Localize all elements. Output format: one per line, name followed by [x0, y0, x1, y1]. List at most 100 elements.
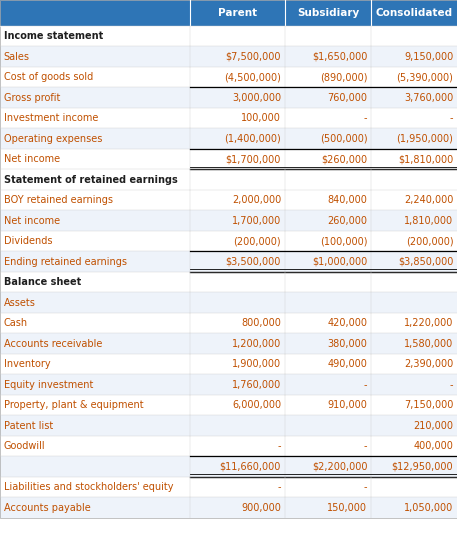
Text: Property, plant & equipment: Property, plant & equipment: [4, 400, 143, 410]
Text: -: -: [364, 113, 367, 123]
Text: 2,240,000: 2,240,000: [404, 195, 453, 205]
Bar: [0, 47, 457, 67]
Text: $7,500,000: $7,500,000: [226, 52, 281, 62]
Text: 7,150,000: 7,150,000: [404, 400, 453, 410]
Text: Investment income: Investment income: [4, 113, 98, 123]
Text: 420,000: 420,000: [327, 318, 367, 328]
Text: Net income: Net income: [4, 154, 60, 164]
Bar: [0, 190, 457, 211]
Bar: [285, 0, 371, 26]
Text: Statement of retained earnings: Statement of retained earnings: [4, 175, 177, 185]
Text: 1,050,000: 1,050,000: [404, 503, 453, 513]
Text: Accounts payable: Accounts payable: [4, 503, 90, 513]
Bar: [0, 0, 190, 26]
Text: Ending retained earnings: Ending retained earnings: [4, 257, 127, 267]
Text: 910,000: 910,000: [328, 400, 367, 410]
Bar: [0, 211, 457, 231]
Text: 1,900,000: 1,900,000: [232, 359, 281, 369]
Text: Cost of goods sold: Cost of goods sold: [4, 72, 93, 82]
Text: Patent list: Patent list: [4, 421, 53, 431]
Bar: [0, 436, 457, 456]
Text: 9,150,000: 9,150,000: [404, 52, 453, 62]
Bar: [0, 26, 457, 47]
Text: 3,760,000: 3,760,000: [404, 93, 453, 103]
Bar: [0, 395, 457, 415]
Text: (100,000): (100,000): [320, 236, 367, 246]
Text: 490,000: 490,000: [328, 359, 367, 369]
Bar: [0, 67, 457, 87]
Text: (200,000): (200,000): [406, 236, 453, 246]
Text: $11,660,000: $11,660,000: [220, 462, 281, 472]
Text: Equity investment: Equity investment: [4, 379, 93, 390]
Text: Balance sheet: Balance sheet: [4, 277, 81, 287]
Text: Accounts receivable: Accounts receivable: [4, 339, 102, 349]
Text: Income statement: Income statement: [4, 31, 103, 41]
Text: -: -: [364, 379, 367, 390]
Text: $3,850,000: $3,850,000: [398, 257, 453, 267]
Bar: [0, 108, 457, 129]
Text: $1,700,000: $1,700,000: [226, 154, 281, 164]
Text: 1,580,000: 1,580,000: [404, 339, 453, 349]
Text: (500,000): (500,000): [320, 134, 367, 144]
Text: 260,000: 260,000: [327, 216, 367, 225]
Text: Subsidiary: Subsidiary: [297, 8, 359, 18]
Text: 210,000: 210,000: [413, 421, 453, 431]
Text: -: -: [450, 379, 453, 390]
Text: (4,500,000): (4,500,000): [224, 72, 281, 82]
Text: Liabilities and stockholders' equity: Liabilities and stockholders' equity: [4, 482, 173, 492]
Text: 840,000: 840,000: [328, 195, 367, 205]
Text: $1,810,000: $1,810,000: [398, 154, 453, 164]
Text: (890,000): (890,000): [320, 72, 367, 82]
Text: $3,500,000: $3,500,000: [226, 257, 281, 267]
Text: -: -: [277, 441, 281, 451]
Bar: [0, 87, 457, 108]
Text: (5,390,000): (5,390,000): [397, 72, 453, 82]
Text: 2,390,000: 2,390,000: [404, 359, 453, 369]
Bar: [0, 169, 457, 190]
Text: -: -: [450, 113, 453, 123]
Text: 380,000: 380,000: [328, 339, 367, 349]
Text: $1,650,000: $1,650,000: [312, 52, 367, 62]
Bar: [0, 477, 457, 498]
Text: 1,810,000: 1,810,000: [404, 216, 453, 225]
Text: Operating expenses: Operating expenses: [4, 134, 102, 144]
Text: Cash: Cash: [4, 318, 28, 328]
Text: Inventory: Inventory: [4, 359, 50, 369]
Text: 760,000: 760,000: [327, 93, 367, 103]
Text: Parent: Parent: [218, 8, 257, 18]
Text: $2,200,000: $2,200,000: [312, 462, 367, 472]
Bar: [0, 293, 457, 313]
Text: 800,000: 800,000: [241, 318, 281, 328]
Text: (1,400,000): (1,400,000): [224, 134, 281, 144]
Text: 400,000: 400,000: [414, 441, 453, 451]
Text: 3,000,000: 3,000,000: [232, 93, 281, 103]
Text: Net income: Net income: [4, 216, 60, 225]
Text: -: -: [364, 482, 367, 492]
Text: $1,000,000: $1,000,000: [312, 257, 367, 267]
Text: Consolidated: Consolidated: [376, 8, 452, 18]
Text: Dividends: Dividends: [4, 236, 52, 246]
Text: -: -: [364, 441, 367, 451]
Bar: [0, 375, 457, 395]
Text: (200,000): (200,000): [234, 236, 281, 246]
Bar: [371, 0, 457, 26]
Bar: [0, 313, 457, 333]
Text: (1,950,000): (1,950,000): [397, 134, 453, 144]
Bar: [0, 129, 457, 149]
Bar: [0, 354, 457, 375]
Bar: [0, 251, 457, 272]
Bar: [0, 333, 457, 354]
Text: 1,220,000: 1,220,000: [404, 318, 453, 328]
Text: 900,000: 900,000: [241, 503, 281, 513]
Text: Assets: Assets: [4, 298, 36, 308]
Bar: [0, 149, 457, 169]
Text: BOY retained earnings: BOY retained earnings: [4, 195, 113, 205]
Bar: [0, 456, 457, 477]
Text: 1,200,000: 1,200,000: [232, 339, 281, 349]
Text: $260,000: $260,000: [321, 154, 367, 164]
Bar: [190, 0, 285, 26]
Text: 1,760,000: 1,760,000: [232, 379, 281, 390]
Text: 2,000,000: 2,000,000: [232, 195, 281, 205]
Bar: [0, 272, 457, 293]
Text: Gross profit: Gross profit: [4, 93, 60, 103]
